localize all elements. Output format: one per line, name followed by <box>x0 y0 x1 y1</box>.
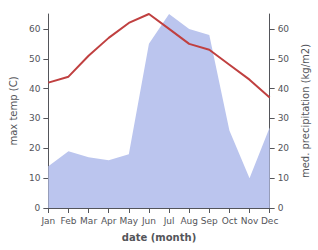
svg-text:max temp (C): max temp (C) <box>8 76 19 145</box>
svg-text:Dec: Dec <box>261 216 278 226</box>
svg-text:Nov: Nov <box>241 216 259 226</box>
svg-text:50: 50 <box>278 54 290 64</box>
svg-text:40: 40 <box>278 84 290 94</box>
svg-text:Mar: Mar <box>80 216 97 226</box>
svg-text:10: 10 <box>29 173 41 183</box>
svg-text:Feb: Feb <box>61 216 77 226</box>
svg-text:Jul: Jul <box>163 216 175 226</box>
svg-text:20: 20 <box>278 143 290 153</box>
svg-text:30: 30 <box>29 113 41 123</box>
svg-text:med. precipitation (kg/m2): med. precipitation (kg/m2) <box>300 44 311 178</box>
svg-text:Jun: Jun <box>141 216 156 226</box>
svg-text:0: 0 <box>278 203 284 213</box>
svg-text:60: 60 <box>278 24 290 34</box>
svg-text:10: 10 <box>278 173 290 183</box>
svg-text:60: 60 <box>29 24 41 34</box>
svg-text:0: 0 <box>35 203 41 213</box>
svg-text:50: 50 <box>29 54 41 64</box>
svg-text:30: 30 <box>278 113 290 123</box>
svg-text:date (month): date (month) <box>122 232 196 243</box>
svg-text:Apr: Apr <box>101 216 117 226</box>
svg-text:Jan: Jan <box>40 216 55 226</box>
svg-text:Sep: Sep <box>201 216 218 226</box>
svg-text:May: May <box>120 216 139 226</box>
svg-text:40: 40 <box>29 84 41 94</box>
svg-text:Aug: Aug <box>180 216 198 226</box>
svg-text:Oct: Oct <box>222 216 238 226</box>
svg-text:20: 20 <box>29 143 41 153</box>
